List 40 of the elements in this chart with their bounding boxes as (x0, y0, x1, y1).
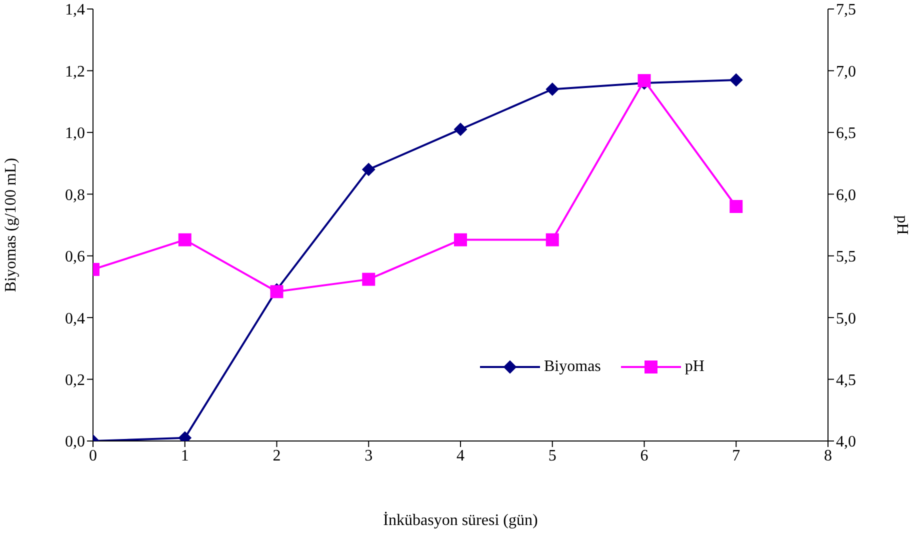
y-tick-label: 1,4 (65, 2, 85, 19)
y2-tick-label: 7,5 (836, 2, 856, 19)
legend-label: pH (684, 358, 704, 376)
y-axis-title: Biyomas (g/100 mL) (2, 158, 20, 292)
point (730, 73, 743, 86)
y-tick-label: 0,8 (65, 186, 85, 204)
legend-label: Biyomas (544, 358, 601, 376)
x-tick-label: 3 (364, 447, 373, 464)
y2-tick-label: 4,5 (836, 372, 856, 389)
point (546, 82, 559, 96)
y2-tick-label: 6,5 (836, 125, 856, 142)
y-tick-label: 0,6 (65, 248, 85, 266)
y-tick-label: 0,2 (65, 372, 85, 389)
y2-tick-label: 4,0 (836, 434, 856, 451)
y2-tick-label: 6,0 (836, 186, 856, 204)
point (362, 162, 376, 176)
point (178, 233, 192, 246)
y-tick-label: 0,0 (65, 434, 85, 451)
y2-tick-label: 5,5 (836, 248, 856, 266)
x-tick-label: 4 (456, 447, 464, 464)
x-tick-label: 8 (824, 447, 832, 464)
point (454, 122, 467, 136)
point (730, 200, 743, 213)
point (454, 233, 467, 246)
point (638, 74, 651, 88)
y-tick-label: 1,0 (65, 125, 85, 142)
x-tick-label: 1 (180, 447, 189, 464)
point (546, 233, 559, 246)
y2-tick-label: 5,0 (836, 310, 856, 328)
x-tick-label: 0 (89, 447, 97, 464)
x-tick-label: 5 (548, 447, 556, 464)
y2-axis-title: pH (893, 215, 910, 236)
x-tick-label: 7 (732, 447, 740, 464)
x-tick-label: 2 (272, 447, 281, 464)
y2-tick-label: 7,0 (836, 63, 856, 80)
y-tick-label: 0,4 (65, 310, 85, 328)
point (362, 272, 376, 286)
x-axis-title: İnkübasyon süresi (gün) (383, 511, 538, 529)
x-tick-label: 6 (640, 447, 648, 464)
y-tick-label: 1,2 (65, 63, 85, 80)
